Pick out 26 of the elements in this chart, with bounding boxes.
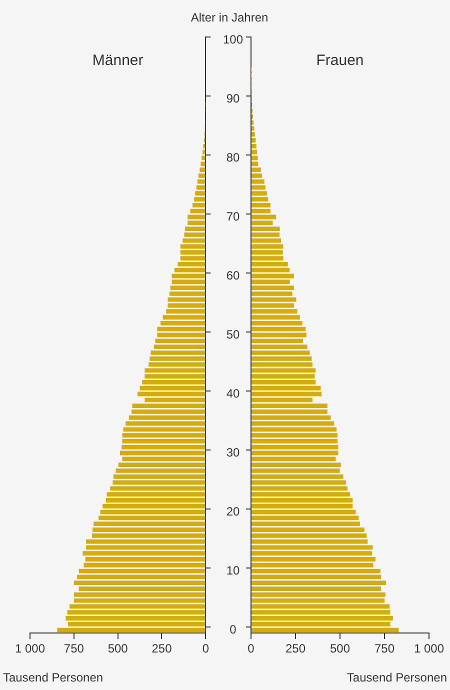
y-tick-label: 40	[226, 386, 240, 400]
y-tick-label: 20	[226, 504, 240, 518]
x-tick-label: 0	[202, 642, 210, 656]
text: Frauen	[316, 52, 364, 70]
x-tick-label: 1 000	[14, 642, 46, 656]
x-tick-label: 250	[285, 642, 306, 656]
y-tick-label: 60	[226, 268, 240, 282]
y-tick-label: 10	[226, 563, 240, 578]
x-tick-label: 500	[108, 642, 128, 656]
text: Männer	[92, 52, 144, 70]
x-tick-label: 750	[374, 642, 395, 656]
y-tick-label: 80	[226, 150, 240, 164]
x-tick-label: 1 000	[414, 642, 444, 656]
y-tick-label: 70	[226, 209, 240, 224]
y-tick-label: 90	[226, 91, 240, 106]
x-axis-title: Tausend Personen	[3, 670, 104, 684]
x-tick-label: 250	[152, 642, 172, 656]
x-axis-title: Tausend Personen	[346, 670, 447, 684]
y-axis-title: Alter in Jahren	[190, 10, 268, 24]
y-tick-label: 0	[230, 622, 237, 636]
y-tick-label: 50	[226, 327, 240, 342]
x-tick-label: 750	[64, 642, 84, 656]
y-tick-label: 30	[226, 445, 240, 460]
x-tick-label: 0	[248, 642, 255, 656]
y-tick-label: 100	[222, 32, 244, 46]
x-tick-label: 500	[330, 642, 350, 656]
